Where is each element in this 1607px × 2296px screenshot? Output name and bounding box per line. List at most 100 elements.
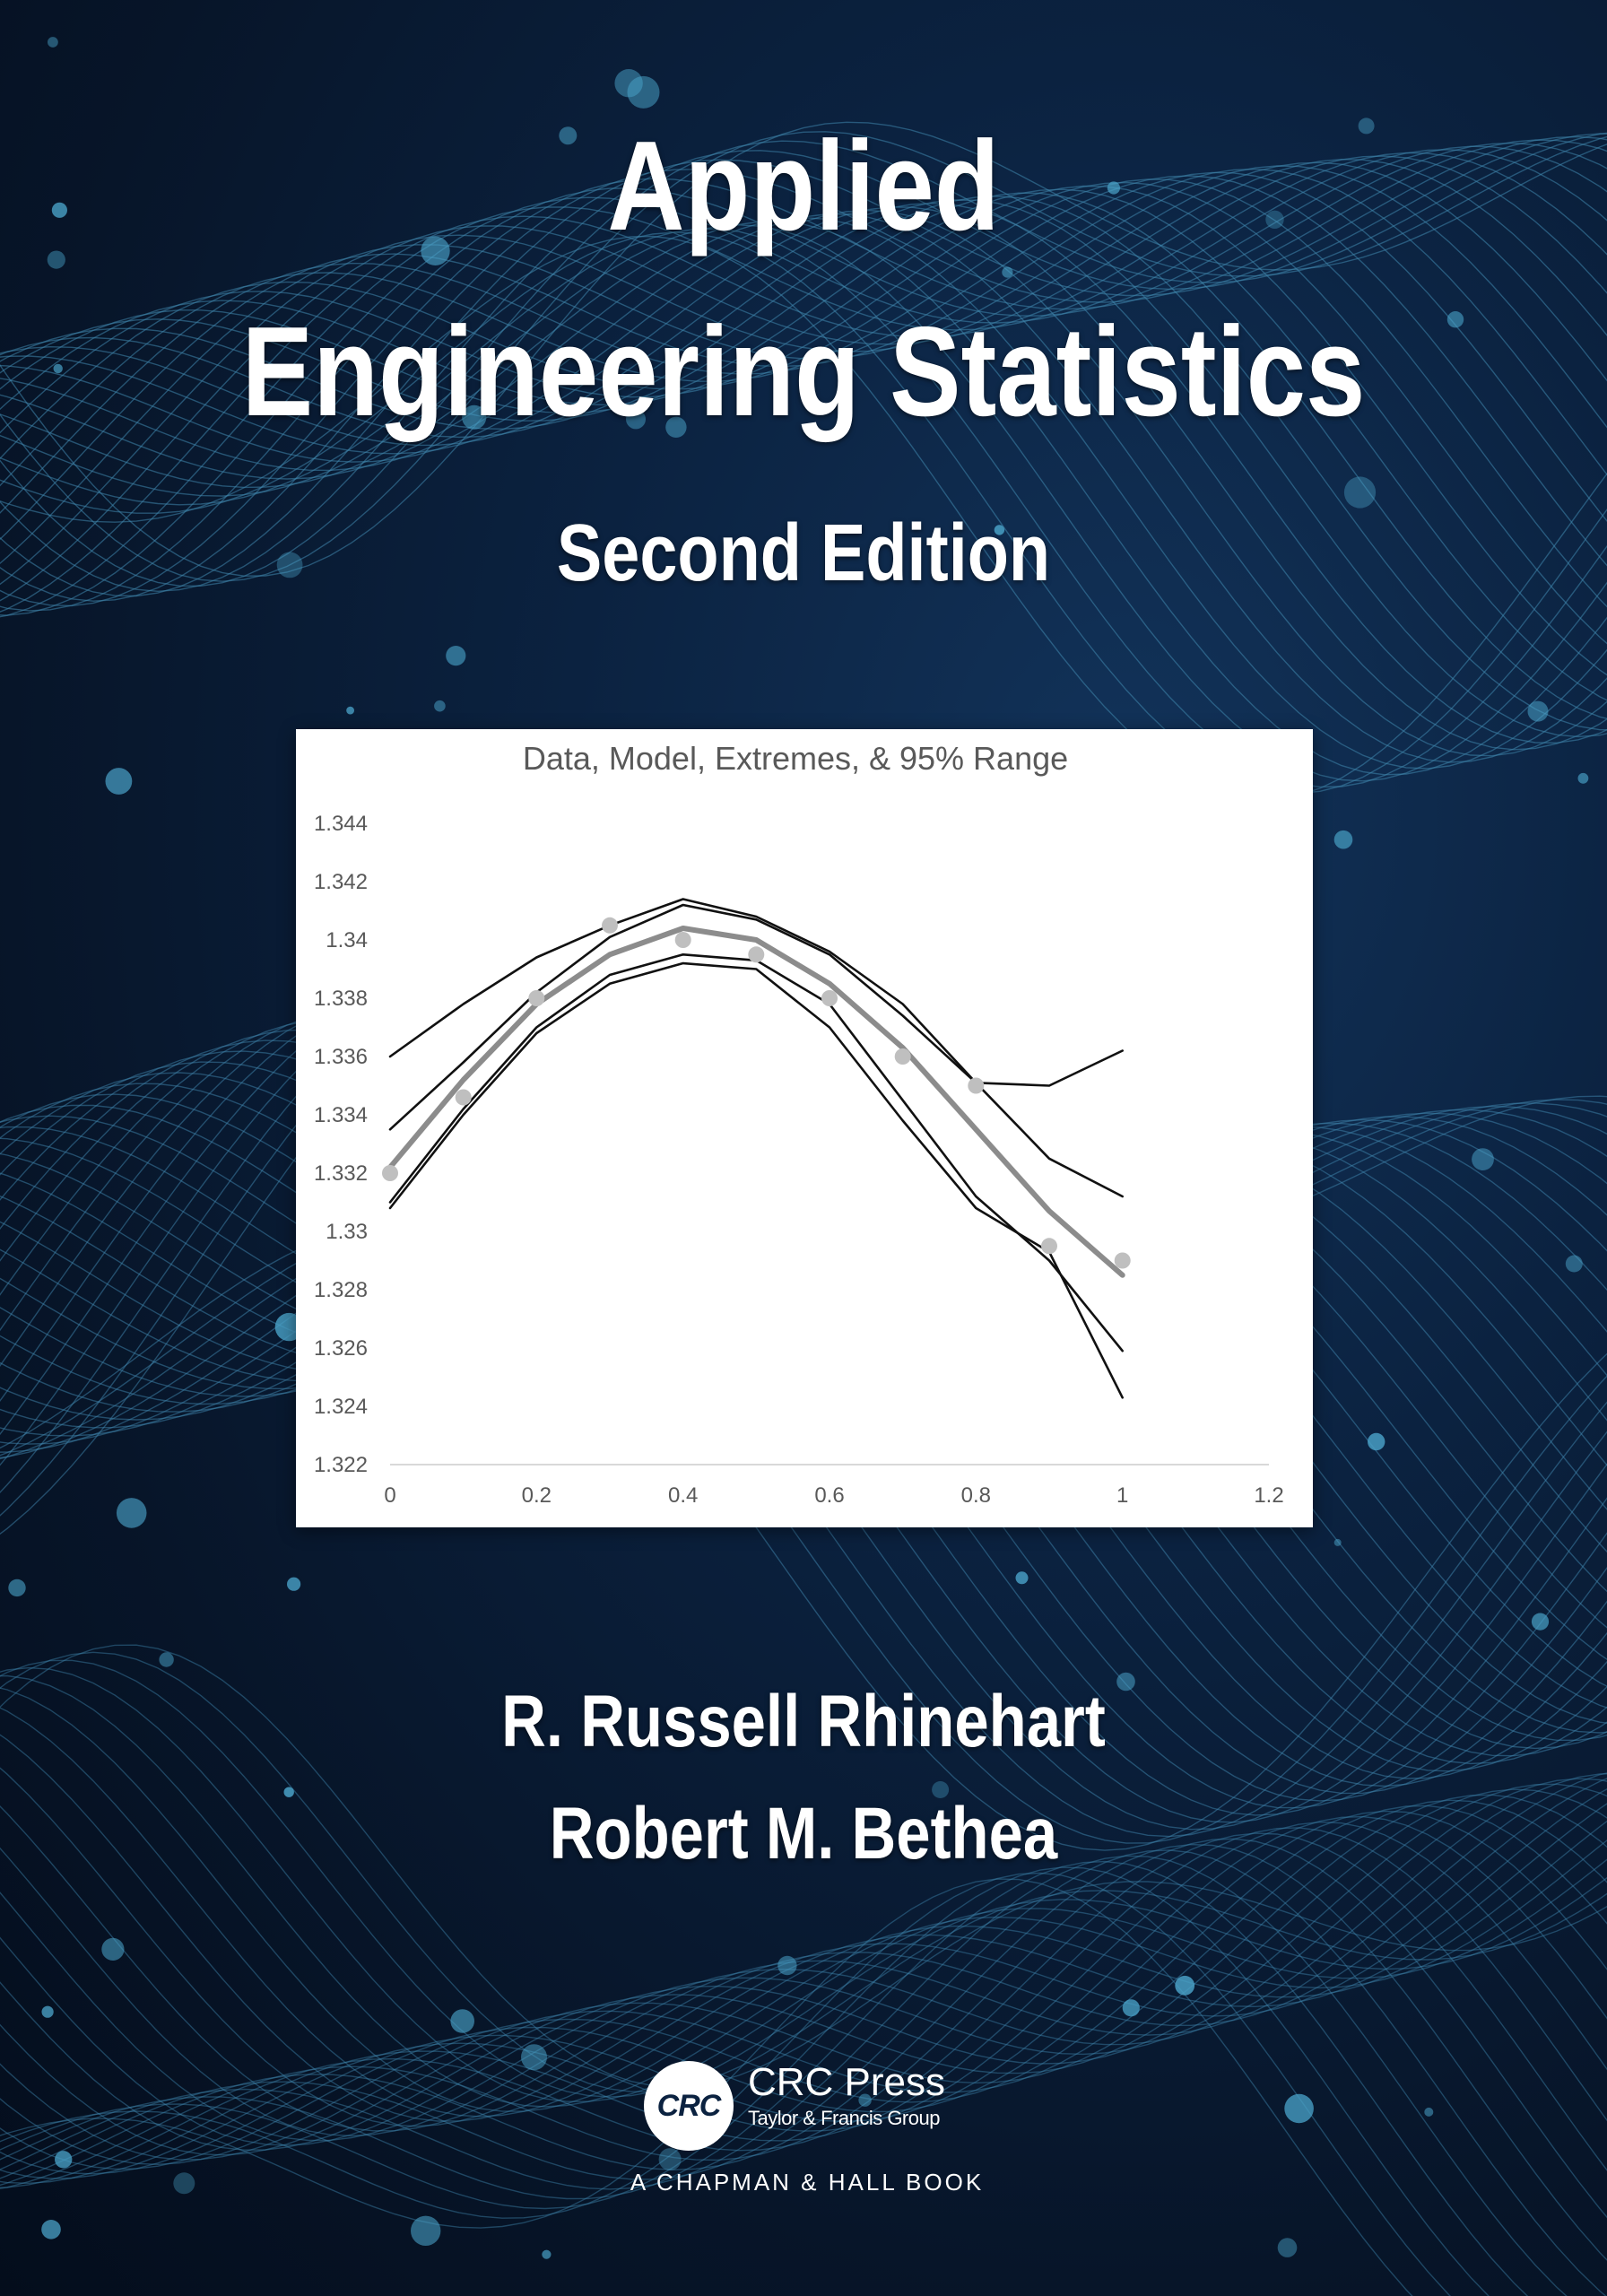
background-wave-line [0, 1219, 1607, 1844]
background-node [116, 1498, 147, 1528]
x-tick-label: 0.2 [522, 1483, 552, 1508]
background-wave-line [0, 1794, 1607, 2156]
background-node [105, 768, 133, 795]
background-node [283, 1787, 294, 1797]
background-wave-line [0, 161, 1607, 586]
background-node [173, 2172, 195, 2195]
background-node [994, 525, 1005, 535]
background-wave-line [0, 1855, 1568, 2296]
background-wave-line [0, 1838, 1607, 2219]
background-node [1284, 2093, 1314, 2124]
background-node [1116, 1672, 1135, 1692]
background-node [1565, 1255, 1583, 1273]
background-node [1343, 476, 1377, 509]
background-wave-line [0, 1849, 1607, 2296]
data-point [968, 1077, 985, 1094]
background-node [287, 1577, 301, 1591]
background-node [1107, 181, 1120, 195]
background-wave-line [0, 1821, 1607, 2179]
background-node [1122, 1999, 1140, 2017]
background-wave-line [0, 155, 1607, 613]
background-wave-line [0, 139, 1607, 602]
extreme-series-line [388, 898, 1125, 1087]
author-name-2: Robert M. Bethea [549, 1793, 1058, 1874]
background-node [1277, 2238, 1298, 2257]
background-node [1472, 1148, 1494, 1170]
x-tick-label: 0.8 [961, 1483, 991, 1508]
background-wave-line [0, 1734, 1607, 2122]
publisher-name: CRC Press [748, 2060, 946, 2104]
background-node [446, 646, 466, 666]
background-node [346, 706, 354, 715]
y-tick-label: 1.33 [326, 1220, 368, 1244]
data-point [528, 990, 545, 1006]
background-node [53, 363, 63, 374]
background-wave-line [0, 1866, 1490, 2296]
background-wave-line [0, 133, 1607, 593]
background-wave-line [0, 1767, 1607, 2127]
extreme-series-line [388, 953, 1125, 1352]
background-node [450, 2009, 474, 2033]
y-tick-label: 1.322 [314, 1453, 368, 1477]
background-node [559, 126, 578, 145]
background-wave-line [0, 132, 1607, 587]
background-node [542, 2249, 552, 2259]
y-tick-label: 1.344 [314, 812, 368, 836]
background-node [665, 416, 687, 438]
background-node [41, 2005, 54, 2018]
background-node [159, 1652, 174, 1667]
background-wave-line [0, 1827, 1607, 2185]
chart-svg: Data, Model, Extremes, & 95% Range 1.344… [314, 740, 1284, 1508]
background-wave-line [0, 1659, 1607, 2098]
background-wave-line [0, 1773, 1607, 2137]
background-node [1175, 1975, 1195, 1996]
data-point [1114, 1252, 1131, 1269]
book-title-line1: Applied [607, 115, 1000, 257]
background-wave-line [0, 185, 1607, 676]
background-node [421, 236, 450, 265]
background-wave-line [0, 1815, 1607, 2175]
background-wave-line [0, 213, 1607, 763]
background-wave-line [0, 152, 1607, 618]
y-tick-label: 1.336 [314, 1045, 368, 1069]
cover-chart: Data, Model, Extremes, & 95% Range 1.344… [296, 729, 1313, 1527]
x-tick-label: 0.4 [668, 1483, 698, 1508]
imprint-label: A CHAPMAN & HALL BOOK [630, 2169, 985, 2196]
background-node [1015, 1571, 1029, 1585]
background-node [54, 2151, 73, 2169]
background-wave-line [0, 209, 1607, 757]
model-series-line [387, 926, 1125, 1278]
background-node [47, 250, 65, 269]
background-wave-line [0, 1860, 1529, 2296]
background-node [932, 1781, 950, 1798]
background-wave-line [0, 196, 1607, 731]
data-point [748, 946, 765, 963]
background-wave-line [0, 1674, 1607, 2108]
background-node [1265, 210, 1284, 229]
y-tick-label: 1.338 [314, 987, 368, 1011]
data-point [821, 990, 838, 1006]
background-wave-line [0, 1783, 1607, 2146]
background-wave-line [0, 1772, 1607, 2132]
background-wave-line [0, 1810, 1607, 2170]
background-wave-line [0, 228, 1607, 788]
extreme-series-line [388, 903, 1125, 1198]
background-node [1577, 772, 1589, 784]
chart-title: Data, Model, Extremes, & 95% Range [523, 740, 1068, 777]
background-wave-line [0, 1707, 1607, 2118]
data-point [382, 1165, 398, 1181]
background-node [48, 37, 58, 48]
background-wave-line [0, 1644, 1607, 2088]
background-node [101, 1937, 125, 1961]
background-wave-line [0, 168, 1607, 541]
data-point [674, 932, 691, 948]
author-name-1: R. Russell Rhinehart [501, 1681, 1106, 1762]
background-node [1446, 311, 1464, 328]
background-node [8, 1578, 26, 1597]
background-wave-line [0, 231, 1607, 795]
y-tick-label: 1.342 [314, 870, 368, 894]
background-wave-line [0, 1778, 1607, 2142]
data-point [455, 1089, 472, 1106]
y-tick-label: 1.334 [314, 1103, 368, 1127]
data-point [602, 917, 618, 934]
